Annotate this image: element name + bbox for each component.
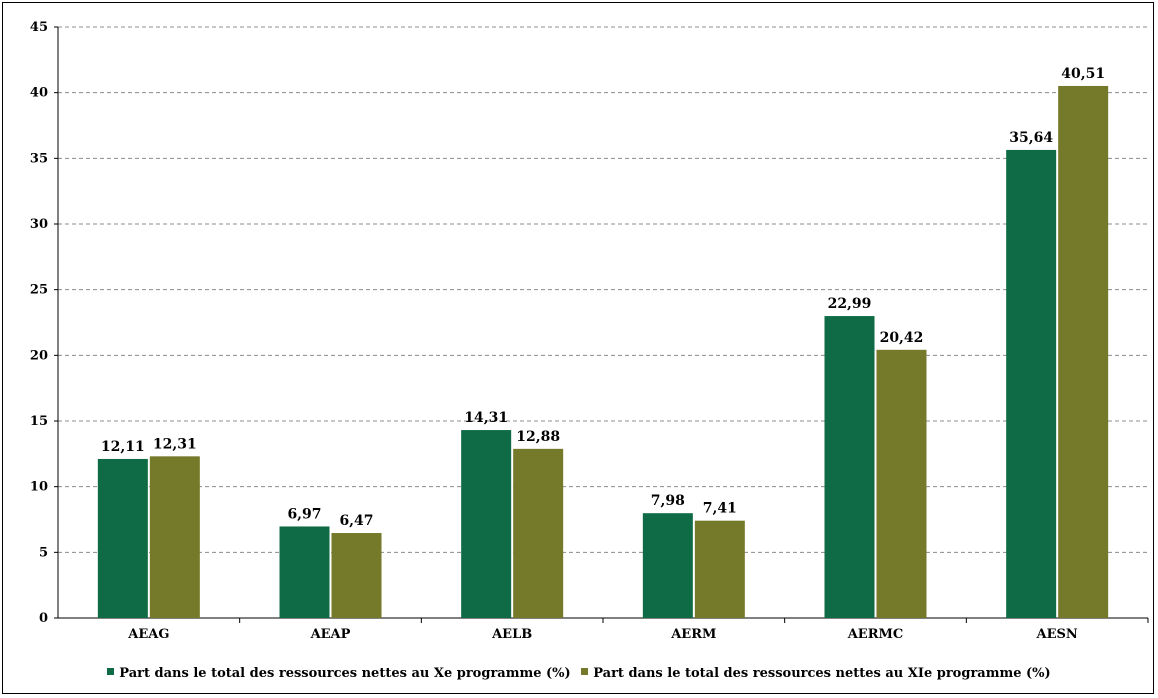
- y-tick-label: 20: [30, 348, 48, 363]
- y-tick-label: 30: [30, 217, 48, 232]
- y-tick-label: 0: [39, 611, 48, 626]
- legend-swatch-series-1: [107, 668, 115, 675]
- x-tick-label: AERMC: [847, 627, 904, 642]
- legend-label-series-1: Part dans le total des ressources nettes…: [119, 666, 571, 681]
- data-label: 7,98: [651, 493, 685, 509]
- y-tick-label: 25: [30, 283, 48, 298]
- bar: [1006, 149, 1057, 619]
- y-tick-label: 15: [30, 414, 48, 429]
- bar: [694, 520, 745, 618]
- bar: [876, 349, 927, 618]
- x-tick-label: AELB: [491, 627, 532, 642]
- data-label: 12,31: [153, 436, 197, 452]
- data-label: 40,51: [1061, 66, 1105, 82]
- legend-swatch-series-2: [581, 668, 589, 675]
- legend-item-series-2: Part dans le total des ressources nettes…: [581, 666, 1051, 681]
- bar: [513, 448, 564, 618]
- data-label: 20,42: [880, 330, 924, 346]
- bar: [824, 316, 875, 618]
- x-tick-label: AERM: [670, 627, 716, 642]
- bar: [642, 513, 693, 618]
- data-label: 22,99: [828, 296, 872, 312]
- y-tick-label: 10: [30, 480, 48, 495]
- data-label: 12,88: [516, 429, 560, 445]
- legend: Part dans le total des ressources nettes…: [0, 666, 1158, 681]
- data-label: 6,97: [287, 506, 321, 522]
- data-label: 12,11: [101, 439, 145, 455]
- legend-label-series-2: Part dans le total des ressources nettes…: [593, 666, 1051, 681]
- bar: [279, 526, 330, 618]
- data-label: 7,41: [703, 501, 737, 517]
- bar: [1058, 85, 1109, 618]
- data-label: 35,64: [1009, 130, 1053, 146]
- legend-item-series-1: Part dans le total des ressources nettes…: [107, 666, 571, 681]
- y-tick-label: 5: [39, 545, 48, 560]
- y-tick-label: 40: [30, 86, 48, 101]
- x-tick-label: AEAP: [310, 627, 351, 642]
- bar: [331, 533, 382, 618]
- y-tick-label: 35: [30, 151, 48, 166]
- bar: [97, 458, 148, 618]
- bar: [149, 456, 200, 618]
- x-tick-label: AEAG: [127, 627, 169, 642]
- bar: [461, 430, 512, 618]
- data-label: 14,31: [464, 410, 508, 426]
- data-label: 6,47: [339, 513, 373, 529]
- y-tick-label: 45: [30, 20, 48, 35]
- x-tick-label: AESN: [1036, 627, 1078, 642]
